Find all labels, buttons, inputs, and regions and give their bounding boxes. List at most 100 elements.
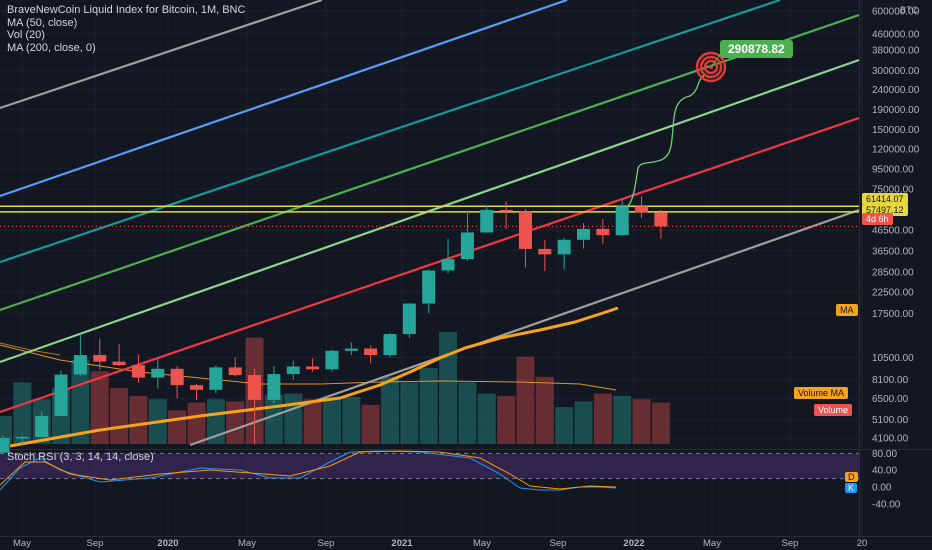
- candle-body: [383, 334, 397, 356]
- candle-body: [422, 270, 436, 304]
- volume-bar: [168, 410, 187, 444]
- candle-body: [460, 232, 474, 260]
- price-axis-label: 5100.00: [872, 415, 909, 426]
- candle-body: [73, 355, 87, 375]
- rsi-k-badge: K: [845, 483, 858, 493]
- time-axis-label: Sep: [550, 538, 567, 549]
- candle-body: [228, 367, 242, 376]
- rsi-axis-label: -40.00: [872, 499, 901, 510]
- volume-bar: [574, 401, 593, 444]
- candle-body: [480, 209, 494, 233]
- candle-body: [0, 438, 10, 453]
- moving-averages: [0, 306, 619, 448]
- volume-bar: [303, 399, 322, 444]
- candle-body: [344, 348, 358, 351]
- price-axis-label: 4100.00: [872, 434, 909, 445]
- candle-body: [151, 368, 165, 378]
- volume-bar: [226, 401, 245, 444]
- ma50-line: [9, 306, 619, 448]
- stoch-rsi-pane: [0, 450, 859, 491]
- price-axis-label: 240000.00: [872, 85, 920, 96]
- volume-bar: [613, 395, 632, 444]
- price-axis-label: 120000.00: [872, 144, 920, 155]
- price-axis-label: 190000.00: [872, 105, 920, 116]
- time-axis-label: 2022: [623, 538, 644, 549]
- level-badge-upper: 61414.07: [862, 193, 908, 205]
- candle-body: [596, 228, 610, 236]
- candlesticks: [0, 196, 668, 455]
- target-ring-icon: [703, 59, 719, 75]
- time-axis-label: Sep: [318, 538, 335, 549]
- rsi-axis-label: 0.00: [872, 483, 892, 494]
- stoch-rsi-label[interactable]: Stoch RSI (3, 3, 14, 14, close): [7, 451, 154, 463]
- volume-badge: Volume: [814, 404, 853, 416]
- candle-body: [635, 206, 649, 213]
- volume-bar: [110, 388, 129, 444]
- countdown-badge: 4d 6h: [862, 213, 893, 225]
- candle-body: [499, 209, 513, 212]
- volume-bar: [419, 367, 438, 444]
- volume-bar: [187, 402, 206, 444]
- rsi-band: [0, 453, 859, 479]
- price-axis-label: 380000.00: [872, 46, 920, 57]
- price-axis-label: 300000.00: [872, 66, 920, 77]
- channel-line-0: [0, 0, 323, 110]
- time-axis-label: May: [238, 538, 256, 549]
- price-axis-label: 95000.00: [872, 164, 914, 175]
- time-axis-label: 2021: [391, 538, 413, 549]
- chart-legend: BraveNewCoin Liquid Index for Bitcoin, 1…: [7, 4, 245, 54]
- candle-body: [557, 239, 571, 255]
- candle-body: [131, 365, 145, 378]
- candle-body: [35, 416, 49, 437]
- candle-body: [248, 375, 262, 400]
- target-price-badge: 290878.82: [720, 40, 793, 58]
- time-axis[interactable]: May Sep 2020 May Sep 2021 May Sep 2022 May Sep 20: [0, 536, 932, 550]
- channel-line-2: [0, 0, 781, 264]
- volume-bar: [71, 360, 90, 444]
- projection-path: [627, 74, 706, 207]
- volume-bar: [497, 395, 516, 444]
- volume-bar: [342, 396, 361, 444]
- horizontal-levels: [0, 205, 859, 227]
- channel-line-4: [0, 58, 860, 364]
- price-axis-label: 75000.00: [872, 185, 914, 196]
- time-axis-label: 2020: [157, 538, 178, 549]
- candle-body: [364, 348, 378, 356]
- rsi-axis-label: 80.00: [872, 449, 897, 460]
- legend-item-ma200[interactable]: MA (200, close, 0): [7, 41, 96, 54]
- time-axis-label: 20: [857, 538, 868, 549]
- price-axis-label: 28500.00: [872, 267, 914, 278]
- time-axis-label: May: [703, 538, 721, 549]
- volume-bar: [322, 399, 341, 444]
- candle-body: [325, 350, 339, 370]
- candle-body: [112, 361, 126, 366]
- candle-body: [402, 303, 416, 335]
- candle-body: [441, 259, 455, 271]
- candle-body: [190, 385, 203, 390]
- volume-bar: [632, 399, 651, 444]
- legend-item-vol[interactable]: Vol (20): [7, 29, 45, 41]
- candle-body: [538, 248, 552, 255]
- projection-path: [627, 51, 727, 207]
- volume-bar: [13, 382, 32, 444]
- volume-bar: [129, 395, 148, 444]
- volume-ma-line: [0, 344, 617, 391]
- volume-bar: [381, 376, 399, 444]
- volume-bar: [555, 407, 574, 444]
- time-axis-label: Sep: [87, 538, 104, 549]
- time-axis-label: May: [473, 538, 491, 549]
- candle-body: [286, 366, 300, 375]
- price-axis[interactable]: 600000.00 460000.00 380000.00 300000.00 2400…: [872, 7, 920, 511]
- time-axis-label: Sep: [782, 538, 799, 549]
- candle-body: [93, 355, 107, 362]
- volume-bar: [206, 399, 225, 444]
- candle-body: [518, 211, 532, 249]
- legend-item-ma50[interactable]: MA (50, close): [7, 16, 78, 29]
- volume-bar: [477, 393, 496, 444]
- volume-bar: [90, 371, 109, 444]
- volume-bar: [593, 393, 612, 444]
- candle-body: [306, 366, 320, 370]
- rsi-d-line: [0, 450, 617, 490]
- price-axis-label: 600000.00: [872, 7, 920, 18]
